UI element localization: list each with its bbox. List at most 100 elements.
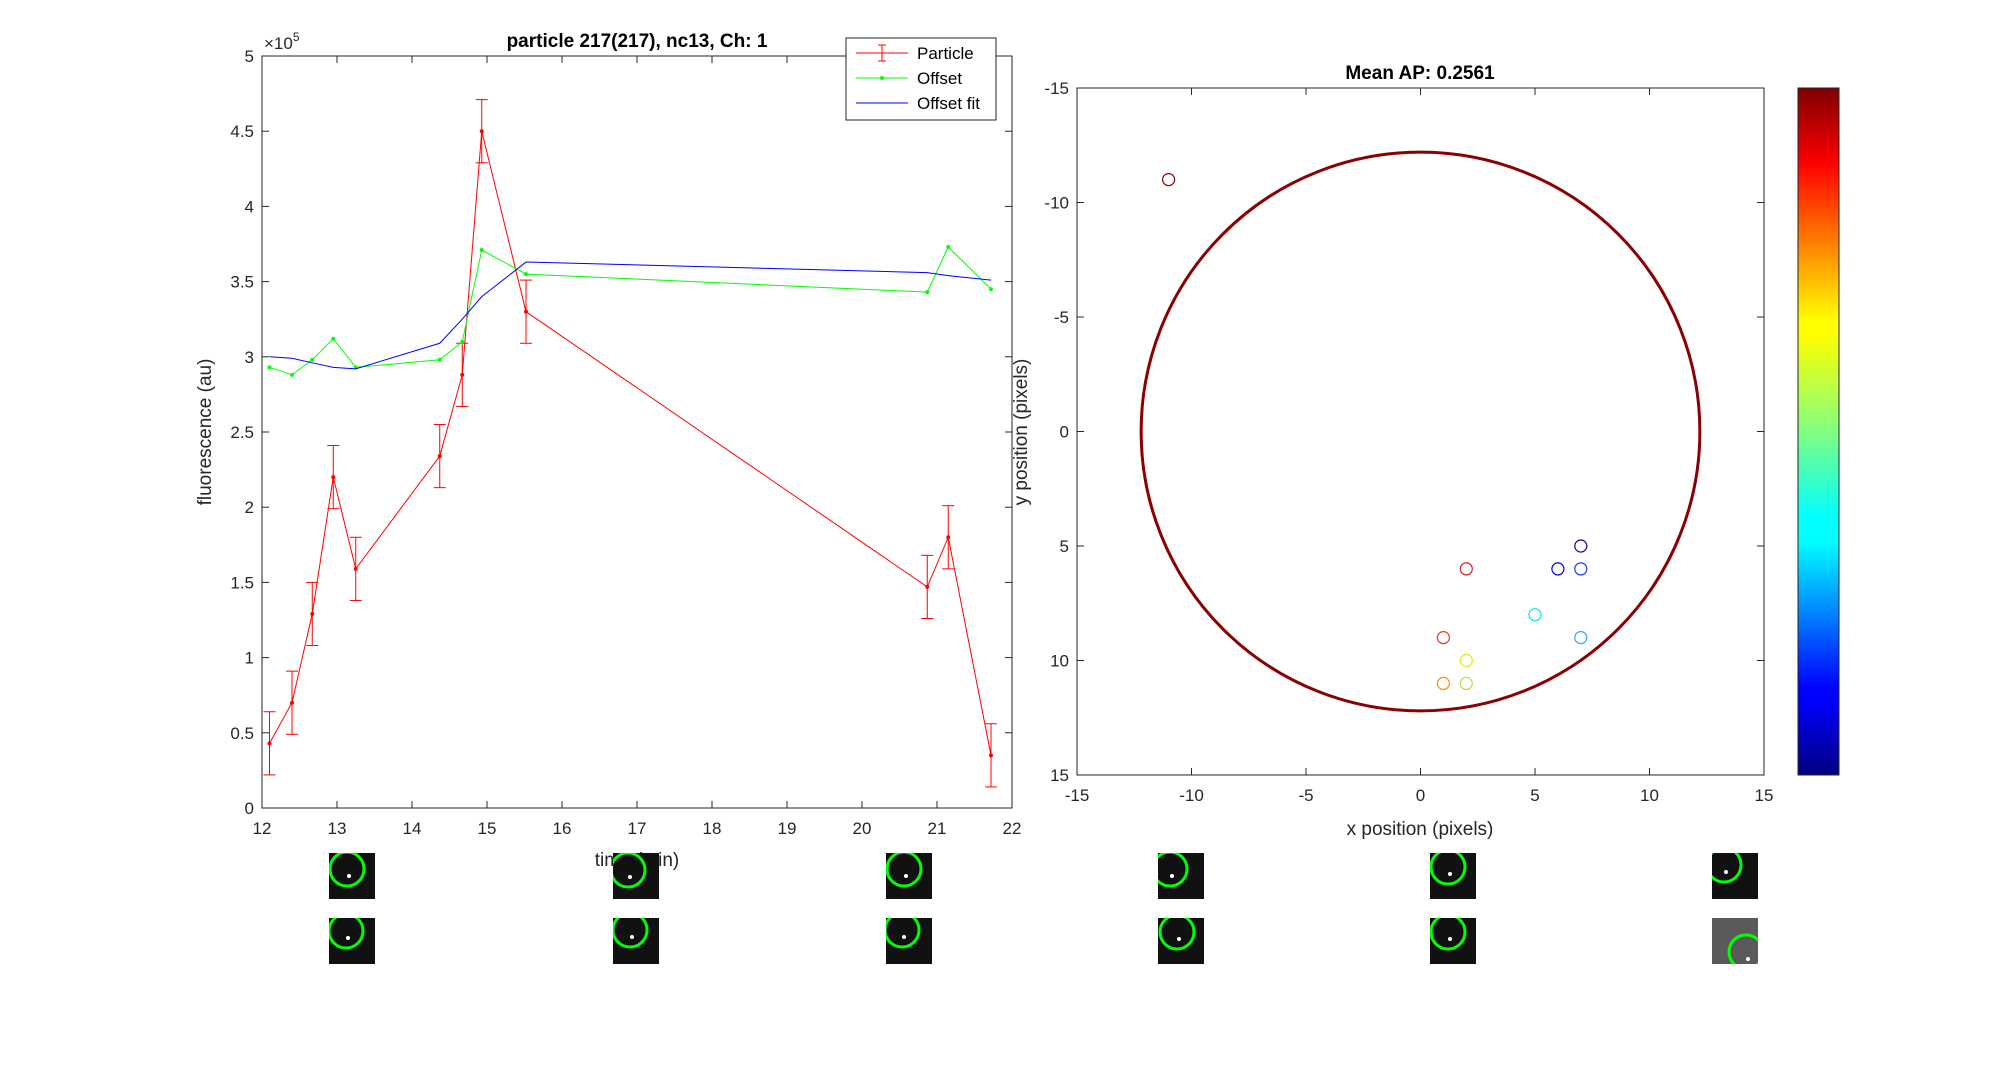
data-point (479, 248, 484, 253)
legend: Particle Offset Offset fit (845, 37, 997, 121)
series-particle (263, 99, 997, 788)
y-tick-label: -5 (1054, 308, 1069, 327)
legend-label-offset: Offset (917, 69, 962, 88)
right-plot-title: Mean AP: 0.2561 (1345, 63, 1495, 84)
y-tick-label: 1 (245, 649, 254, 668)
spot-point (1161, 173, 1176, 187)
data-point (331, 336, 336, 341)
legend-label-offset-fit: Offset fit (917, 94, 980, 113)
thumbnail-background (886, 918, 932, 964)
thumbnail-background (1430, 853, 1476, 899)
thumbnail (886, 853, 932, 899)
spot-point (1459, 676, 1473, 691)
legend-box (845, 37, 997, 121)
legend-label-particle: Particle (917, 44, 974, 63)
legend-marker-offset (880, 76, 884, 80)
colorbar (1797, 87, 1840, 776)
series-line (269, 131, 992, 756)
y-tick-label: 2 (245, 498, 254, 517)
data-point (946, 535, 951, 540)
thumbnail-ring (1158, 918, 1196, 951)
thumbnail-spot (628, 875, 632, 879)
x-tick-label: 18 (703, 819, 722, 838)
spot-point (1574, 630, 1588, 645)
data-point (290, 372, 294, 377)
thumbnail-spot (904, 874, 908, 878)
left-axis-ticks: 12 13 14 15 16 17 18 19 20 21 22 0 0.5 1 1.5 2 2.5 3 3.5 4 4… (230, 47, 1021, 838)
y-tick-label: 0.5 (230, 724, 254, 743)
y-tick-label: 4.5 (230, 122, 254, 141)
data-point (925, 584, 930, 589)
data-point (310, 357, 315, 362)
legend-entry-offset-fit: Offset fit (856, 94, 980, 113)
spot-point (1436, 676, 1451, 691)
plot-area (261, 55, 1013, 809)
x-tick-label: 10 (1640, 786, 1659, 805)
y-tick-label: 5 (245, 47, 254, 66)
right-x-axis-label: x position (pixels) (1347, 819, 1494, 840)
spot-point (1551, 562, 1565, 576)
left-y-axis-label: fluorescence (au) (195, 359, 216, 506)
thumbnail-ring (329, 918, 365, 950)
thumbnail-spot (630, 935, 634, 939)
y-tick-label: 4 (245, 197, 254, 216)
thumbnail (613, 853, 659, 899)
data-point (989, 287, 993, 292)
legend-entry-offset: Offset (856, 69, 962, 88)
thumbnail (329, 918, 375, 964)
data-point (460, 372, 465, 377)
thumbnail-spot (1177, 937, 1181, 941)
thumbnail-background (1430, 918, 1476, 964)
thumbnail-ring (613, 853, 647, 889)
exponent-base: ×10 (264, 34, 293, 53)
series-offset-fit (269, 261, 992, 370)
thumbnail-background (329, 918, 375, 964)
thumbnail-ring (886, 918, 921, 949)
colorbar-gradient (1797, 87, 1840, 776)
x-tick-label: 20 (853, 819, 872, 838)
spot-point (1436, 630, 1451, 645)
data-point (460, 339, 465, 344)
x-tick-label: -5 (1298, 786, 1313, 805)
y-tick-label: 2.5 (230, 423, 254, 442)
y-tick-label: 10 (1050, 652, 1069, 671)
thumbnail-background (886, 853, 932, 899)
thumbnail-background (613, 918, 659, 964)
nucleus-boundary-circle (1139, 150, 1702, 713)
thumbnail-ring (1158, 853, 1189, 888)
data-point (479, 129, 484, 134)
thumbnail-spot (1170, 874, 1174, 878)
exponent-power: 5 (293, 30, 300, 44)
thumbnail (613, 918, 659, 964)
y-tick-label: 0 (245, 799, 254, 818)
x-tick-label: 22 (1003, 819, 1022, 838)
thumbnail-spot (902, 935, 906, 939)
x-tick-label: -15 (1065, 786, 1090, 805)
fluorescence-plot: 12 13 14 15 16 17 18 19 20 21 22 0 0.5 1 1.5 2 2.5 3 3.5 4 4… (195, 30, 1021, 871)
data-point (310, 611, 315, 616)
data-point (524, 272, 528, 277)
thumbnail-spot (1448, 937, 1452, 941)
x-tick-label: 14 (403, 819, 422, 838)
spot-point (1459, 653, 1473, 668)
thumbnail (1158, 853, 1204, 899)
spot-point (1528, 608, 1542, 622)
thumbnail-ring (1430, 853, 1467, 886)
x-tick-label: 5 (1530, 786, 1539, 805)
thumbnail-spot (1448, 872, 1452, 876)
thumbnail-ring (886, 853, 923, 888)
data-point (989, 753, 993, 758)
left-series (263, 99, 997, 788)
thumbnail-ring (613, 918, 649, 949)
thumbnail-spot (1724, 870, 1728, 874)
x-tick-label: 12 (253, 819, 272, 838)
y-tick-label: 15 (1050, 766, 1069, 785)
thumbnail-spot (346, 936, 350, 940)
y-tick-label: 3.5 (230, 273, 254, 292)
thumbnail (1712, 853, 1758, 899)
x-tick-label: 19 (778, 819, 797, 838)
thumbnail (1430, 918, 1476, 964)
thumbnail-ring (1727, 933, 1758, 964)
thumbnail (1158, 918, 1204, 964)
spot-thumbnails (329, 853, 1758, 964)
